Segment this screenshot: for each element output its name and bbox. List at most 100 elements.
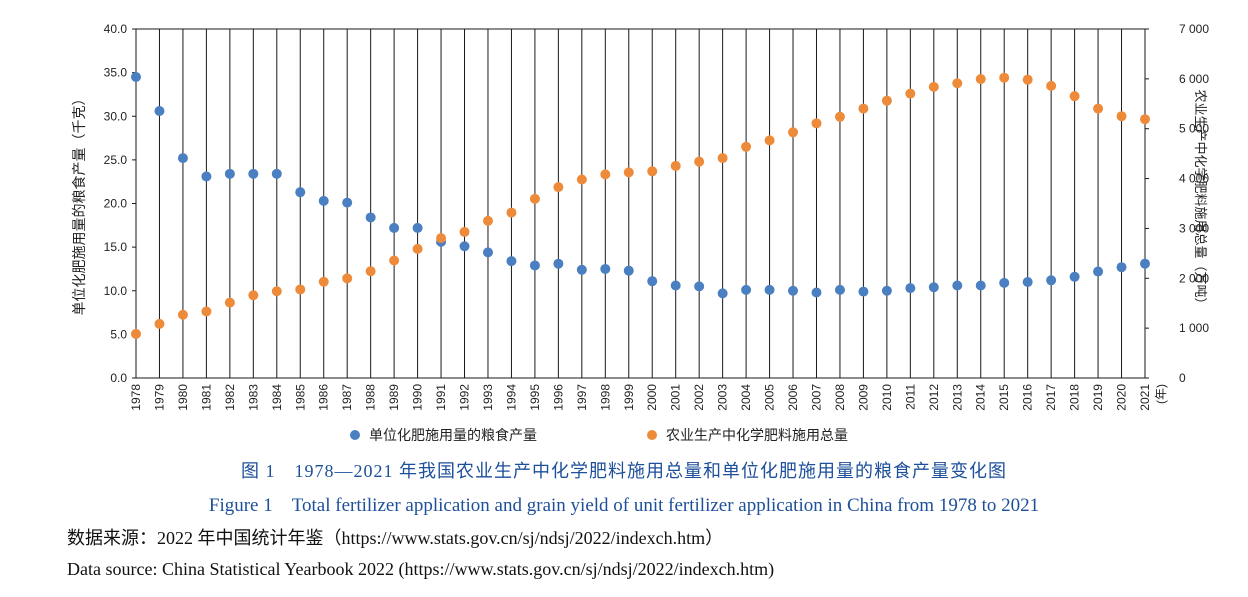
fertilizer-total-point [928,81,939,92]
fertilizer-total-point [1069,91,1080,102]
x-tick-label: 1991 [434,384,448,411]
grain-yield-point [342,197,353,208]
x-tick-label: 2003 [716,384,730,411]
grain-yield-point [811,287,822,298]
grain-yield-point [201,171,212,182]
fertilizer-total-point [905,88,916,99]
grain-yield-point [788,285,799,296]
x-tick-label: 1983 [246,384,260,411]
fertilizer-total-point [177,309,188,320]
grain-yield-point [295,187,306,198]
x-tick-label: 2001 [669,384,683,411]
x-tick-label: 2002 [692,384,706,411]
grain-yield-point [647,276,658,287]
x-tick-label: 2010 [880,384,894,411]
left-tick-label: 5.0 [110,327,127,341]
fertilizer-total-point [811,118,822,129]
x-tick-label: 1985 [293,384,307,411]
grain-yield-point [576,264,587,275]
x-tick-label: 2016 [1021,384,1035,411]
x-tick-label: 1995 [528,384,542,411]
fertilizer-total-point [694,156,705,167]
grain-yield-point [506,256,517,267]
grain-yield-point [318,195,329,206]
x-tick-label: 2000 [645,384,659,411]
grid [135,29,1146,378]
grain-yield-point [365,212,376,223]
grain-yield-point [459,241,470,252]
grain-yield-point [764,284,775,295]
left-tick-label: 30.0 [104,109,128,123]
x-tick-label: 2021 [1138,384,1152,411]
fertilizer-total-point [224,297,235,308]
grain-yield-point [834,284,845,295]
fertilizer-total-point [412,243,423,254]
fertilizer-total-point [1093,103,1104,114]
grain-yield-point [952,280,963,291]
left-tick-label: 20.0 [104,197,128,211]
fertilizer-total-point [389,255,400,266]
fertilizer-total-point [975,74,986,85]
grain-yield-point [154,106,165,117]
x-tick-label: 1989 [387,384,401,411]
fertilizer-total-point [436,233,447,244]
fertilizer-total-point [952,78,963,89]
right-tick-label: 6 000 [1179,72,1209,86]
grain-yield-point [1093,266,1104,277]
grain-yield-point [389,222,400,233]
right-axis-title: 农业生产中化学肥料施用总量（万吨） [1193,89,1208,310]
data-points [131,71,1150,339]
grain-yield-point [694,281,705,292]
grain-yield-point [529,260,540,271]
fertilizer-total-point [670,160,681,171]
left-axis-title: 单位化肥施用量的粮食产量（千克） [71,92,87,316]
grain-yield-point [741,284,752,295]
fertilizer-total-point [506,207,517,218]
left-tick-label: 40.0 [104,22,128,36]
grain-yield-point [1046,275,1057,286]
x-tick-label: 1978 [129,384,143,411]
right-tick-label: 7 000 [1179,22,1209,36]
grain-yield-point [224,168,235,179]
legend-marker [647,430,657,440]
x-tick-label: 1999 [622,384,636,411]
x-tick-label: 1998 [598,384,612,411]
grain-yield-point [905,283,916,294]
fertilizer-total-point [1046,80,1057,91]
fertilizer-total-point [365,266,376,277]
grain-yield-point [670,280,681,291]
fertilizer-total-point [647,166,658,177]
right-tick-label: 2 000 [1179,271,1209,285]
fertilizer-total-point [834,111,845,122]
fertilizer-total-point [858,103,869,114]
x-tick-label: 2015 [997,384,1011,411]
fertilizer-total-point [529,193,540,204]
fertilizer-total-point [459,226,470,237]
axis-labels: 0.0 5.0 10.0 15.0 20.0 25.0 30.0 35.0 40.0 0 1 000… [71,22,1209,411]
x-tick-label: 2019 [1091,384,1105,411]
fertilizer-total-point [295,284,306,295]
grain-yield-point [600,263,611,274]
figure-caption-chinese: 图 1 1978—2021 年我国农业生产中化学肥料施用总量和单位化肥施用量的粮… [241,461,1007,481]
left-tick-label: 0.0 [110,371,127,385]
right-tick-label: 3 000 [1179,221,1209,235]
fertilizer-total-point [154,318,165,329]
fertilizer-total-point [1022,74,1033,85]
x-tick-label: 2004 [739,384,753,411]
fertilizer-total-point [271,286,282,297]
dual-axis-scatter-chart: 0.0 5.0 10.0 15.0 20.0 25.0 30.0 35.0 40.0 0 1 000… [71,22,1209,443]
fertilizer-total-point [482,215,493,226]
x-tick-label: 1990 [411,384,425,411]
x-tick-label: 1994 [504,384,518,411]
fertilizer-total-point [999,72,1010,83]
grain-yield-point [1069,271,1080,282]
fertilizer-total-point [881,95,892,106]
fertilizer-total-point [600,169,611,180]
x-tick-label: 2008 [833,384,847,411]
right-tick-label: 1 000 [1179,321,1209,335]
axes [132,28,1149,379]
grain-yield-point [271,168,282,179]
x-tick-label: 2009 [856,384,870,411]
grain-yield-point [1116,262,1127,273]
fertilizer-total-point [717,153,728,164]
